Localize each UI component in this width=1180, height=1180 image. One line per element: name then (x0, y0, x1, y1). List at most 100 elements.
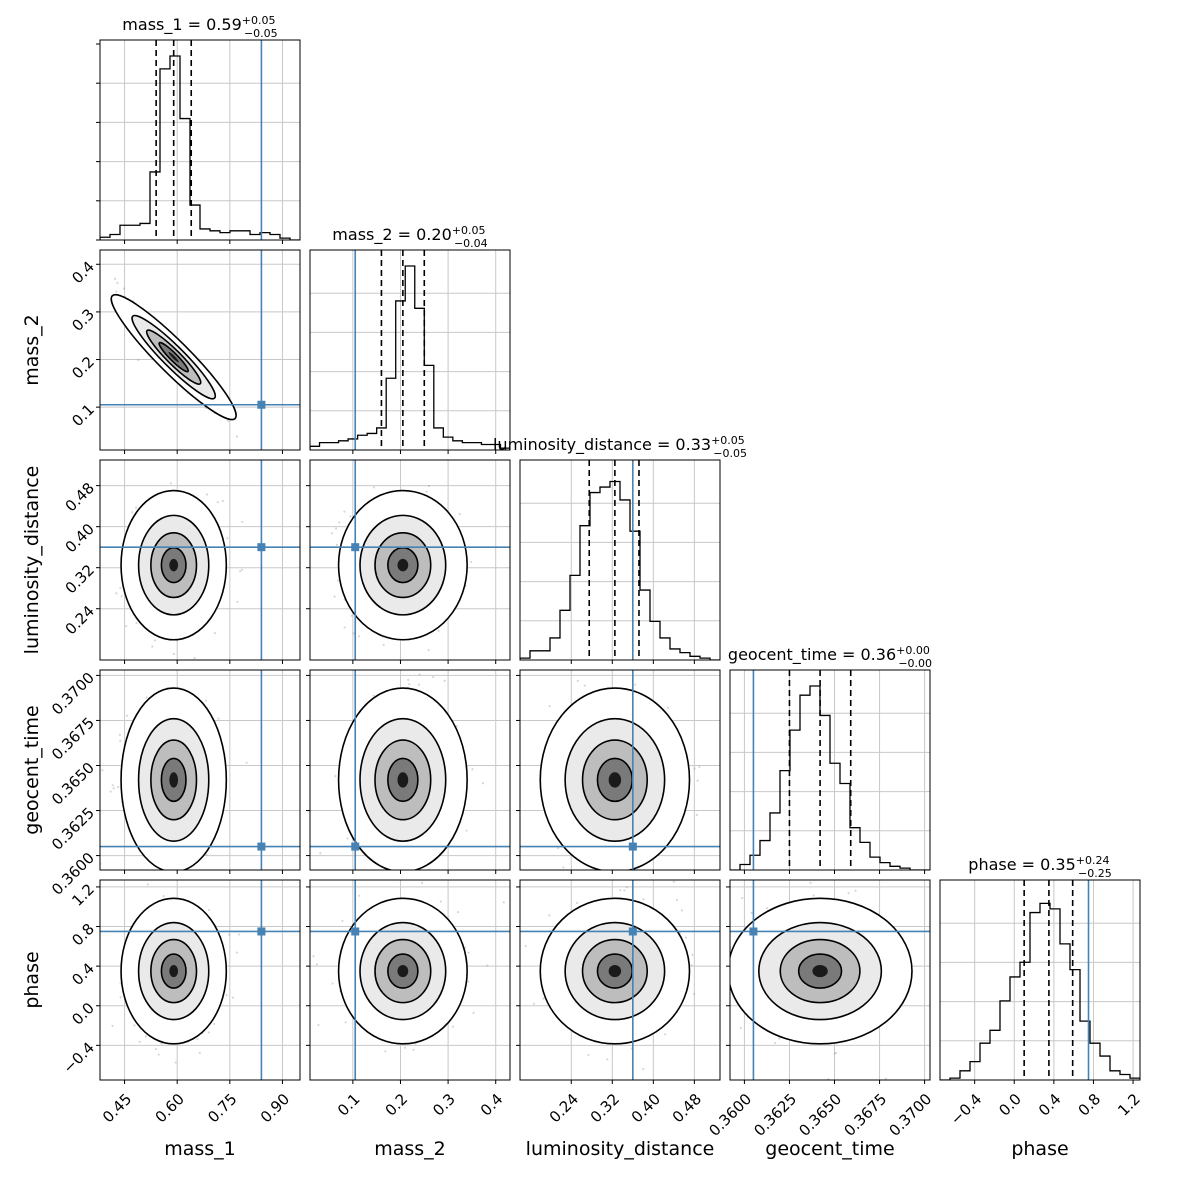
sample-point (120, 595, 123, 598)
sample-point (240, 568, 244, 571)
sample-point (486, 964, 489, 967)
sample-point (809, 881, 812, 884)
sample-point (235, 951, 239, 954)
panel-phase-vs-luminosity_distance: 0.24 0.32 0.40 0.48 (516, 879, 721, 1126)
sample-point (157, 1053, 160, 1056)
sample-point (439, 900, 442, 903)
sample-point (333, 595, 336, 598)
sample-point (412, 1048, 415, 1051)
sample-point (205, 493, 209, 496)
sample-point (548, 914, 551, 917)
sample-point (235, 435, 239, 438)
histogram-step (100, 55, 300, 240)
y-tick-label: 0.0 (68, 999, 98, 1029)
sample-point (619, 872, 621, 874)
sample-point (353, 876, 355, 878)
sample-point (112, 787, 115, 790)
sample-point (172, 652, 175, 656)
y-tick-label: 0.3625 (48, 804, 98, 854)
sample-point (542, 997, 545, 1000)
panel-luminosity_distance-vs-luminosity_distance: luminosity_distance = 0.33+0.05 −0.05 (493, 434, 747, 664)
panel-title: mass_1 = 0.59+0.05 −0.05 (122, 14, 277, 40)
sample-point (196, 1038, 199, 1041)
density-contour (397, 558, 409, 572)
sample-point (236, 600, 239, 603)
panel-geocent_time-vs-mass_2 (306, 669, 511, 886)
sample-point (125, 625, 128, 628)
sample-point (205, 853, 208, 856)
sample-point (382, 643, 385, 646)
sample-point (548, 705, 551, 708)
panel-frame (99, 39, 301, 241)
sample-point (693, 767, 696, 770)
panel-title: geocent_time = 0.36+0.00 −0.00 (728, 644, 932, 670)
sample-point (350, 614, 353, 617)
x-tick-label: 0.3700 (885, 1090, 935, 1140)
sample-point (349, 515, 352, 518)
sample-point (151, 645, 154, 648)
sample-point (633, 877, 635, 879)
y-tick-label: 0.40 (62, 520, 98, 556)
sample-point (854, 889, 857, 892)
sample-point (226, 537, 229, 540)
sample-point (699, 918, 701, 920)
sample-point (390, 872, 392, 874)
sample-point (169, 482, 173, 485)
sample-point (587, 1053, 590, 1057)
density-contour (397, 965, 409, 978)
sample-point (119, 996, 122, 999)
sample-point (695, 813, 698, 816)
sample-point (666, 706, 670, 709)
sample-point (245, 761, 248, 764)
sample-point (379, 871, 381, 873)
sample-point (532, 1002, 536, 1005)
panel-frame (519, 459, 721, 661)
sample-point (241, 520, 244, 524)
sample-point (418, 673, 421, 676)
truth-marker (628, 842, 637, 851)
x-tick-label: 0.0 (995, 1090, 1025, 1120)
sample-point (642, 1067, 645, 1071)
sample-point (146, 883, 149, 886)
sample-point (145, 696, 148, 699)
x-tick-label: 0.24 (546, 1090, 582, 1126)
panel-geocent_time-vs-luminosity_distance (516, 669, 721, 886)
sample-point (451, 1025, 455, 1028)
sample-point (458, 512, 461, 516)
panel-frame (99, 669, 301, 871)
truth-marker (351, 927, 360, 936)
sample-point (576, 901, 579, 905)
panel-frame (309, 249, 511, 451)
panel-frame (519, 879, 721, 1081)
panel-frame (99, 249, 301, 451)
sample-point (134, 506, 138, 509)
sample-point (319, 852, 322, 855)
truth-marker (628, 927, 637, 936)
sample-point (341, 919, 344, 922)
x-axis-label: mass_2 (374, 1138, 446, 1160)
histogram-step (520, 480, 720, 660)
sample-point (656, 884, 658, 886)
panel-frame (939, 879, 1141, 1081)
sample-point (188, 871, 190, 873)
sample-point (344, 1021, 347, 1024)
sample-point (420, 881, 424, 885)
sample-point (312, 955, 315, 958)
sample-point (455, 724, 458, 728)
sample-point (625, 886, 628, 889)
sample-point (369, 884, 371, 886)
sample-point (334, 775, 337, 778)
sample-point (133, 1024, 136, 1027)
sample-point (465, 829, 468, 832)
histogram-step (940, 902, 1140, 1080)
panel-luminosity_distance-vs-mass_2 (306, 459, 511, 664)
sample-point (126, 874, 128, 876)
sample-point (216, 501, 219, 504)
x-tick-label: 0.45 (99, 1090, 135, 1126)
sample-point (109, 790, 112, 793)
x-tick-label: 0.2 (382, 1090, 412, 1120)
sample-point (524, 944, 527, 948)
panel-frame (729, 879, 931, 1081)
